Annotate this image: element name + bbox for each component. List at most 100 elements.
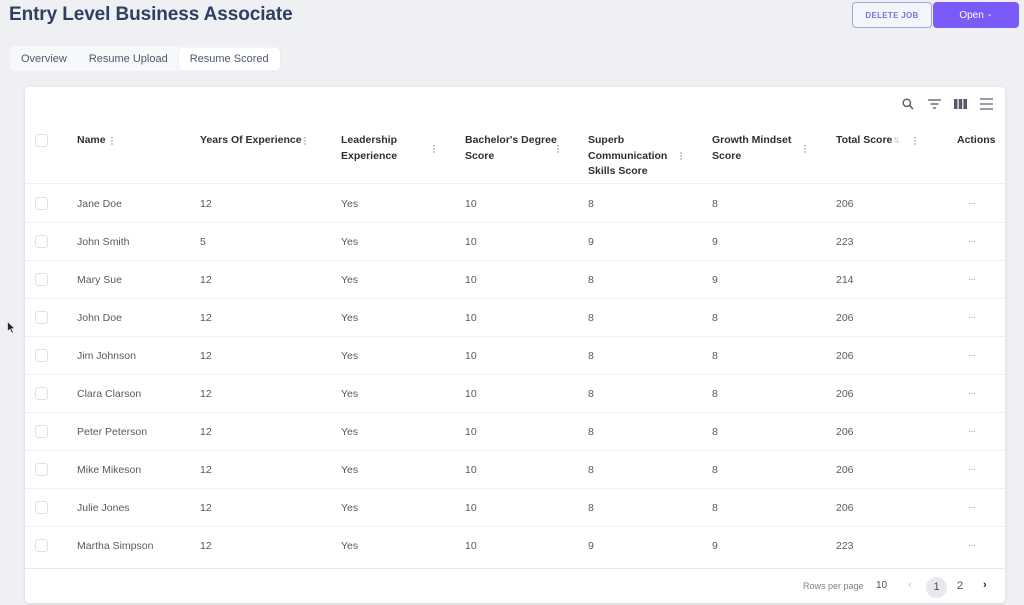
tab-resume-upload[interactable]: Resume Upload — [88, 52, 168, 65]
column-menu-handle[interactable] — [914, 137, 916, 145]
table-row[interactable]: Jim Johnson 12 Yes 10 8 8 206 ··· — [25, 337, 1005, 375]
cell-growth: 8 — [712, 464, 718, 476]
cell-name: Julie Jones — [77, 502, 130, 514]
page-1-button[interactable]: 1 — [926, 577, 947, 598]
table-header: Name Years Of Experience Leadership Expe… — [25, 127, 1005, 184]
column-menu-handle[interactable] — [304, 137, 306, 145]
table-row[interactable]: Mike Mikeson 12 Yes 10 8 8 206 ··· — [25, 451, 1005, 489]
cell-name: John Doe — [77, 312, 122, 324]
row-checkbox[interactable] — [35, 425, 48, 438]
cell-total: 214 — [836, 274, 854, 286]
row-actions-icon[interactable]: ··· — [968, 426, 976, 437]
cell-leadership: Yes — [341, 388, 359, 400]
page-2-button[interactable]: 2 — [957, 580, 964, 592]
column-header-actions: Actions — [957, 134, 996, 146]
tab-overview[interactable]: Overview — [21, 52, 67, 65]
column-menu-handle[interactable] — [433, 145, 435, 153]
cell-growth: 8 — [712, 312, 718, 324]
row-actions-icon[interactable]: ··· — [968, 540, 976, 551]
row-checkbox[interactable] — [35, 501, 48, 514]
cell-bachelors: 10 — [465, 388, 477, 400]
cell-years: 12 — [200, 350, 212, 362]
cell-years: 12 — [200, 198, 212, 210]
row-checkbox[interactable] — [35, 197, 48, 210]
cell-name: Jane Doe — [77, 198, 122, 210]
cell-total: 206 — [836, 502, 854, 514]
cell-bachelors: 10 — [465, 312, 477, 324]
column-header-name[interactable]: Name — [77, 133, 113, 149]
cell-bachelors: 10 — [465, 274, 477, 286]
sort-icon[interactable]: ⇅ — [893, 136, 900, 145]
search-icon[interactable] — [901, 97, 915, 111]
row-actions-icon[interactable]: ··· — [968, 236, 976, 247]
column-header-growth[interactable]: Growth Mindset Score — [712, 133, 806, 164]
row-actions-icon[interactable]: ··· — [968, 274, 976, 285]
cell-leadership: Yes — [341, 236, 359, 248]
column-menu-handle[interactable] — [804, 145, 806, 153]
column-menu-handle[interactable] — [111, 137, 113, 145]
table-row[interactable]: John Smith 5 Yes 10 9 9 223 ··· — [25, 223, 1005, 261]
cell-bachelors: 10 — [465, 464, 477, 476]
open-label: Open — [959, 9, 984, 21]
column-header-years[interactable]: Years Of Experience — [200, 133, 306, 149]
delete-job-button[interactable]: DELETE JOB — [852, 2, 932, 28]
table-row[interactable]: Julie Jones 12 Yes 10 8 8 206 ··· — [25, 489, 1005, 527]
cell-bachelors: 10 — [465, 502, 477, 514]
row-actions-icon[interactable]: ··· — [968, 464, 976, 475]
row-actions-icon[interactable]: ··· — [968, 388, 976, 399]
table-row[interactable]: Peter Peterson 12 Yes 10 8 8 206 ··· — [25, 413, 1005, 451]
cell-growth: 8 — [712, 426, 718, 438]
tab-bar: Overview Resume Upload Resume Scored — [10, 46, 280, 71]
row-actions-icon[interactable]: ··· — [968, 312, 976, 323]
columns-icon[interactable] — [953, 97, 967, 111]
row-checkbox[interactable] — [35, 273, 48, 286]
results-table-card: Name Years Of Experience Leadership Expe… — [25, 87, 1005, 603]
row-actions-icon[interactable]: ··· — [968, 198, 976, 209]
column-header-communication[interactable]: Superb Communication Skills Score — [588, 133, 682, 180]
rows-per-page-select[interactable]: 10 — [876, 580, 888, 591]
cell-bachelors: 10 — [465, 198, 477, 210]
rows-per-page-label: Rows per page — [803, 581, 864, 591]
column-header-leadership[interactable]: Leadership Experience — [341, 133, 435, 164]
cell-growth: 8 — [712, 388, 718, 400]
row-actions-icon[interactable]: ··· — [968, 350, 976, 361]
table-row[interactable]: John Doe 12 Yes 10 8 8 206 ··· — [25, 299, 1005, 337]
cell-name: Mary Sue — [77, 274, 122, 286]
table-row[interactable]: Jane Doe 12 Yes 10 8 8 206 ··· — [25, 185, 1005, 223]
next-page-button[interactable]: › — [983, 579, 987, 591]
column-header-total[interactable]: Total Score ⇅ — [836, 133, 916, 149]
row-checkbox[interactable] — [35, 311, 48, 324]
filter-icon[interactable] — [927, 97, 941, 111]
table-row[interactable]: Clara Clarson 12 Yes 10 8 8 206 ··· — [25, 375, 1005, 413]
tab-resume-scored[interactable]: Resume Scored — [178, 47, 280, 70]
table-row[interactable]: Martha Simpson 12 Yes 10 9 9 223 ··· — [25, 527, 1005, 565]
row-checkbox[interactable] — [35, 387, 48, 400]
row-checkbox[interactable] — [35, 235, 48, 248]
previous-page-button[interactable]: ‹ — [908, 579, 912, 591]
column-menu-handle[interactable] — [557, 145, 559, 153]
table-row[interactable]: Mary Sue 12 Yes 10 8 9 214 ··· — [25, 261, 1005, 299]
row-actions-icon[interactable]: ··· — [968, 502, 976, 513]
cell-name: Martha Simpson — [77, 540, 154, 552]
cell-growth: 9 — [712, 540, 718, 552]
cell-communication: 9 — [588, 540, 594, 552]
row-checkbox[interactable] — [35, 539, 48, 552]
column-header-bachelors[interactable]: Bachelor's Degree Score — [465, 133, 559, 164]
cell-leadership: Yes — [341, 426, 359, 438]
row-checkbox[interactable] — [35, 463, 48, 476]
select-all-checkbox[interactable] — [35, 134, 48, 147]
cell-growth: 8 — [712, 198, 718, 210]
cell-leadership: Yes — [341, 540, 359, 552]
cell-years: 12 — [200, 274, 212, 286]
cell-growth: 9 — [712, 274, 718, 286]
cell-growth: 8 — [712, 502, 718, 514]
cell-years: 12 — [200, 502, 212, 514]
density-menu-icon[interactable] — [979, 97, 993, 111]
open-status-dropdown[interactable]: Open ⌄ — [933, 2, 1019, 28]
column-menu-handle[interactable] — [680, 152, 682, 160]
row-checkbox[interactable] — [35, 349, 48, 362]
cell-name: Mike Mikeson — [77, 464, 142, 476]
cell-communication: 8 — [588, 426, 594, 438]
pagination-footer: Rows per page 10 ‹ 1 2 › — [25, 568, 1005, 603]
cell-total: 206 — [836, 198, 854, 210]
